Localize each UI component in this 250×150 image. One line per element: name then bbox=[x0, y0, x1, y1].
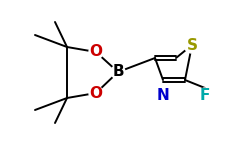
Text: O: O bbox=[90, 45, 102, 60]
Text: F: F bbox=[200, 87, 210, 102]
Circle shape bbox=[89, 45, 103, 59]
Text: O: O bbox=[90, 85, 102, 100]
Circle shape bbox=[155, 87, 171, 103]
Text: S: S bbox=[186, 38, 198, 52]
Circle shape bbox=[184, 37, 200, 53]
Circle shape bbox=[89, 86, 103, 100]
Text: B: B bbox=[112, 64, 124, 80]
Text: N: N bbox=[156, 87, 170, 102]
Circle shape bbox=[111, 65, 125, 79]
Circle shape bbox=[198, 88, 212, 102]
